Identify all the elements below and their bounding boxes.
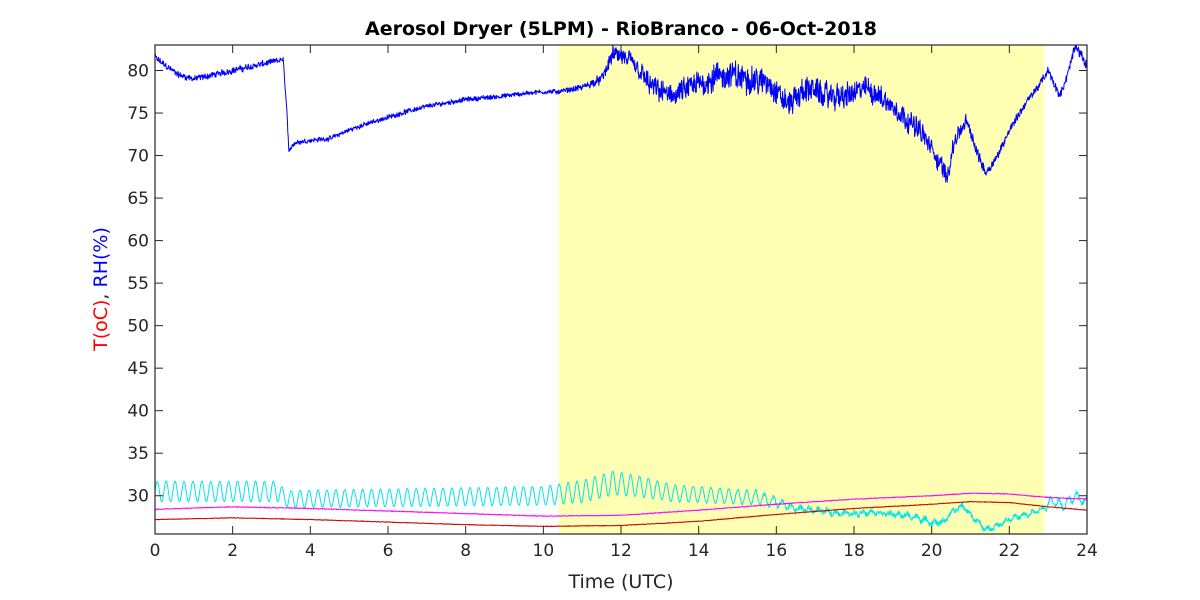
series-line-3 <box>154 500 1088 528</box>
y-tick-label: 30 <box>127 487 149 507</box>
y-axis-label: T(oC), RH(%) <box>90 227 112 352</box>
x-tick-label: 16 <box>766 541 788 561</box>
x-tick-label: 12 <box>610 541 632 561</box>
y-tick-label: 50 <box>127 317 149 337</box>
x-tick-label: 6 <box>383 541 394 561</box>
x-tick-label: 0 <box>150 541 161 561</box>
series-line-2 <box>154 492 1088 517</box>
x-tick-label: 10 <box>533 541 555 561</box>
x-tick-label: 22 <box>999 541 1021 561</box>
y-tick-label: 40 <box>127 402 149 422</box>
x-tick-label: 20 <box>921 541 943 561</box>
series-layer <box>154 44 1088 532</box>
series-line-1 <box>154 470 1088 532</box>
y-tick-label: 65 <box>127 189 149 209</box>
x-ticks: 0 2 4 6 8 10 12 14 16 18 20 22 24 <box>150 45 1098 561</box>
y-tick-label: 45 <box>127 359 149 379</box>
x-tick-label: 18 <box>843 541 865 561</box>
y-tick-label: 70 <box>127 147 149 167</box>
x-tick-label: 24 <box>1076 541 1098 561</box>
x-axis-label: Time (UTC) <box>567 571 673 593</box>
y-tick-label: 60 <box>127 232 149 252</box>
y-label-separator: , <box>90 287 112 299</box>
y-tick-label: 35 <box>127 444 149 464</box>
y-tick-label: 80 <box>127 62 149 82</box>
y-ticks: 30 35 40 45 50 55 60 65 70 75 80 <box>127 62 1087 507</box>
chart-title: Aerosol Dryer (5LPM) - RioBranco - 06-Oc… <box>365 18 877 40</box>
daylight-shading <box>558 45 1045 534</box>
y-label-humidity: RH(%) <box>90 227 112 287</box>
x-tick-label: 2 <box>227 541 238 561</box>
x-tick-label: 14 <box>688 541 710 561</box>
x-tick-label: 8 <box>460 541 471 561</box>
y-tick-label: 55 <box>127 274 149 294</box>
y-tick-label: 75 <box>127 104 149 124</box>
series-line-0 <box>154 44 1088 183</box>
y-label-temperature: T(oC) <box>90 300 112 352</box>
x-tick-label: 4 <box>305 541 316 561</box>
